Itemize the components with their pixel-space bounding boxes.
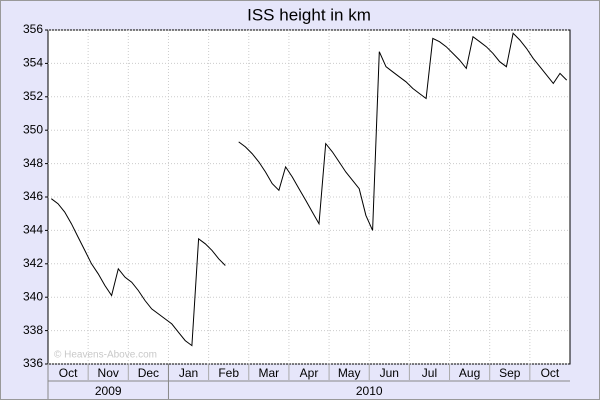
y-tick-label: 342 xyxy=(23,256,43,270)
y-tick-label: 350 xyxy=(23,122,43,136)
x-tick-label: Jul xyxy=(422,366,437,380)
x-tick-label: Mar xyxy=(259,366,280,380)
x-tick-label: Oct xyxy=(59,366,78,380)
x-tick-label: May xyxy=(338,366,361,380)
y-tick-label: 354 xyxy=(23,56,43,70)
watermark: © Heavens-Above.com xyxy=(54,350,157,361)
x-tick-label: Nov xyxy=(98,366,119,380)
y-tick-label: 338 xyxy=(23,323,43,337)
x-tick-label: Jan xyxy=(179,366,198,380)
y-tick-label: 336 xyxy=(23,356,43,370)
line xyxy=(238,32,568,231)
x-tick-label: Sep xyxy=(499,366,521,380)
year-label: 2010 xyxy=(356,384,383,398)
y-tick-label: 340 xyxy=(23,289,43,303)
y-tick-label: 348 xyxy=(23,156,43,170)
x-tick-label: Aug xyxy=(459,366,480,380)
y-tick-label: 344 xyxy=(23,223,43,237)
chart-title: ISS height in km xyxy=(247,5,371,24)
x-tick-label: Dec xyxy=(138,366,159,380)
year-label: 2009 xyxy=(95,384,122,398)
x-tick-label: Oct xyxy=(541,366,560,380)
y-tick-label: 356 xyxy=(23,22,43,36)
x-tick-label: Feb xyxy=(218,366,239,380)
y-tick-label: 346 xyxy=(23,189,43,203)
line xyxy=(51,198,226,347)
x-tick-label: Apr xyxy=(300,366,319,380)
x-tick-label: Jun xyxy=(380,366,399,380)
y-tick-label: 352 xyxy=(23,89,43,103)
